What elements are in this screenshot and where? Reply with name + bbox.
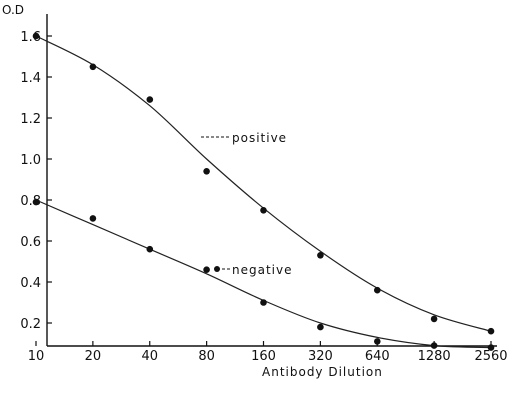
point-positive [146,96,154,103]
point-negative [32,198,40,206]
x-tick-label: 10 [28,349,45,364]
point-positive [32,32,40,40]
point-negative [89,215,97,222]
point-negative [487,344,495,351]
y-tick-label: 1.4 [20,71,41,86]
annotation-negative-marker [214,266,220,272]
point-positive [430,315,438,323]
x-tick-label: 80 [198,349,215,364]
point-negative [146,245,154,253]
y-tick-label: 0.6 [20,235,41,250]
x-tick-label: 160 [251,349,276,364]
point-positive [317,252,324,259]
y-tick-label: 0.4 [20,276,41,291]
curve-positive [35,35,492,332]
x-tick-label: 2560 [474,349,507,364]
point-negative [317,323,324,331]
point-negative [203,266,210,274]
x-axis-label: Antibody Dilution [262,365,383,379]
point-negative [260,299,267,306]
point-negative [374,338,381,345]
point-positive [89,63,97,71]
annotation-negative: negative [232,263,292,277]
x-tick-label: 40 [141,349,158,364]
annotation-positive: positive [232,131,287,145]
x-tick-label: 320 [308,349,333,364]
y-tick-label: 1.0 [20,153,41,168]
y-axis-label: O.D [2,3,24,17]
x-tick-label: 1280 [418,349,451,364]
y-tick-label: 0.2 [20,317,41,332]
x-tick-label: 640 [365,349,390,364]
point-positive [203,168,210,175]
point-positive [487,327,495,335]
y-tick-label: 1.2 [20,112,41,127]
point-negative [430,342,438,349]
point-positive [374,286,381,294]
point-positive [260,207,267,214]
x-tick-label: 20 [85,349,102,364]
